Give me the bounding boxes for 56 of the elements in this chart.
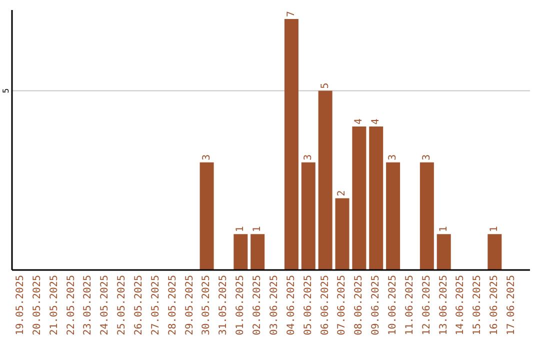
data-label: 3: [201, 154, 212, 160]
bar: [352, 126, 366, 270]
data-label: 1: [438, 226, 450, 232]
data-label: 2: [336, 190, 348, 196]
bar: [488, 234, 502, 270]
x-tick-label: 16.06.2025: [489, 275, 500, 336]
data-label: 3: [421, 154, 432, 160]
bar: [250, 234, 265, 270]
x-tick-label: 10.06.2025: [388, 275, 398, 336]
bar: [234, 234, 248, 270]
data-label: 4: [354, 118, 365, 125]
x-tick-label: 27.05.2025: [150, 275, 162, 336]
x-tick-label: 05.06.2025: [302, 275, 314, 336]
x-tick-label: 31.05.2025: [218, 275, 230, 336]
bar: [318, 90, 332, 270]
bar: [200, 162, 214, 270]
x-tick-label: 28.05.2025: [167, 275, 178, 336]
data-label: 1: [235, 226, 246, 232]
x-tick-label: 07.06.2025: [336, 275, 348, 336]
data-label: 1: [489, 226, 500, 232]
data-label: 4: [370, 118, 382, 125]
bar: [420, 162, 434, 270]
x-tick-label: 08.06.2025: [354, 275, 365, 336]
x-tick-label: 12.06.2025: [421, 275, 432, 336]
x-tick-label: 01.06.2025: [235, 275, 246, 336]
x-tick-label: 30.05.2025: [201, 275, 212, 336]
x-tick-label: 09.06.2025: [370, 275, 382, 336]
bar: [369, 126, 384, 270]
x-tick-label: 02.06.2025: [252, 275, 264, 336]
x-tick-label: 25.05.2025: [116, 275, 128, 336]
bar: [386, 162, 400, 270]
x-tick-label: 26.05.2025: [134, 275, 144, 336]
x-tick-label: 19.05.2025: [14, 275, 26, 336]
x-tick-label: 29.05.2025: [184, 275, 196, 336]
x-tick-label: 13.06.2025: [438, 275, 450, 336]
bar: [335, 198, 350, 270]
data-label: 5: [320, 82, 331, 89]
x-tick-label: 23.05.2025: [82, 275, 94, 336]
data-label: 3: [388, 154, 399, 160]
data-label: 3: [302, 154, 314, 160]
x-tick-label: 03.06.2025: [268, 275, 280, 336]
x-tick-label: 21.05.2025: [48, 275, 60, 336]
bar: [436, 234, 451, 270]
x-tick-label: 06.06.2025: [320, 275, 331, 336]
x-tick-label: 14.06.2025: [455, 275, 466, 336]
x-tick-label: 24.05.2025: [100, 275, 111, 336]
data-label: 1: [252, 226, 264, 232]
x-tick-label: 11.06.2025: [404, 275, 416, 336]
data-label: 7: [286, 10, 297, 17]
x-tick-label: 17.06.2025: [506, 275, 518, 336]
x-tick-label: 20.05.2025: [32, 275, 43, 336]
x-tick-label: 22.05.2025: [66, 275, 77, 336]
x-tick-label: 04.06.2025: [286, 275, 297, 336]
bar: [301, 162, 316, 270]
x-tick-label: 15.06.2025: [472, 275, 484, 336]
bar: [284, 18, 298, 270]
